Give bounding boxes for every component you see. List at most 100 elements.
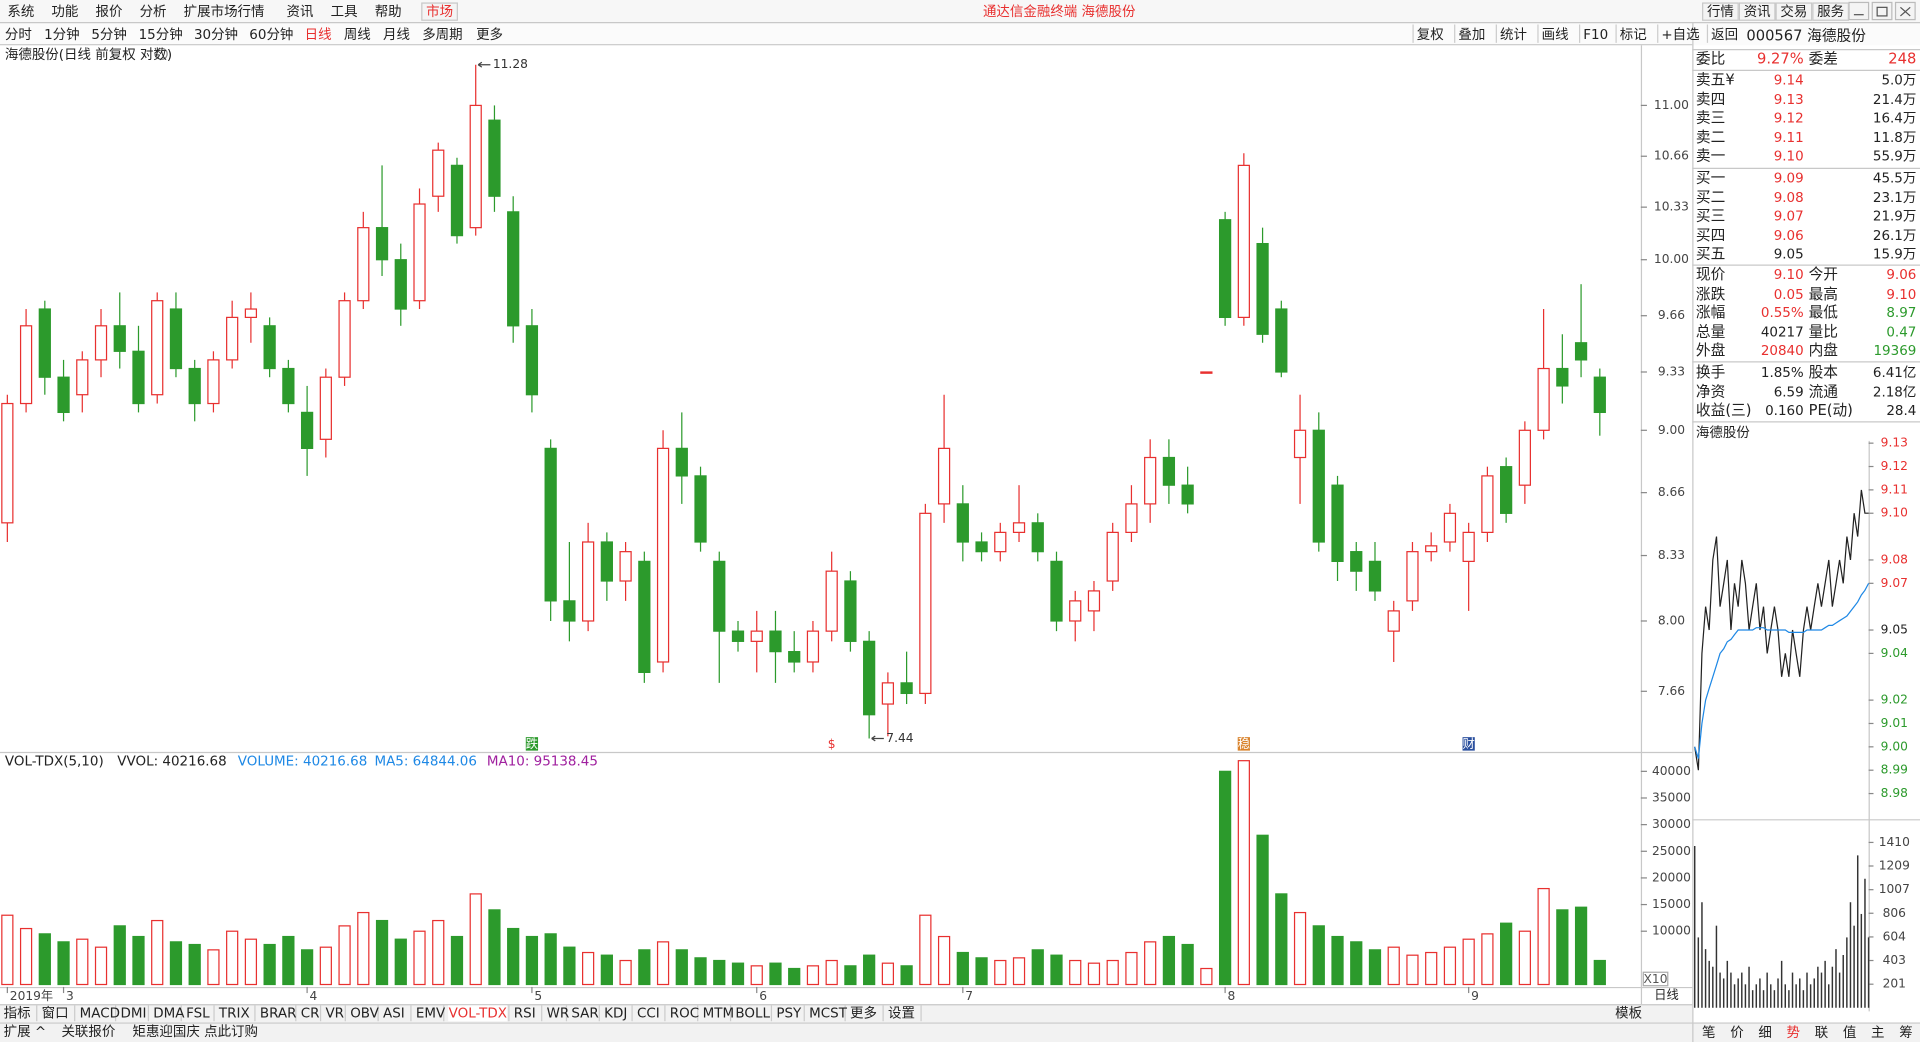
period-tab[interactable]: 周线 — [343, 26, 371, 43]
tool-button[interactable]: 标记 — [1619, 26, 1647, 43]
side-tab[interactable]: 细 — [1758, 1024, 1772, 1041]
volume-bar — [469, 893, 482, 986]
volume-bar — [38, 933, 51, 986]
menu-item[interactable]: 功能 — [51, 3, 79, 20]
indicator-tab[interactable]: 窗口 — [41, 1005, 69, 1022]
indicator-tab[interactable]: ROC — [669, 1005, 700, 1022]
indicator-tab[interactable]: BRAR — [259, 1005, 297, 1022]
menu-item[interactable]: 帮助 — [374, 3, 402, 20]
period-tab[interactable]: 60分钟 — [249, 26, 294, 43]
top-right-button[interactable]: 交易 — [1775, 2, 1813, 21]
side-tab[interactable]: 筹 — [1899, 1024, 1913, 1041]
indicator-tab[interactable]: VR — [325, 1005, 345, 1022]
volume-bar — [919, 914, 932, 986]
indicator-tab[interactable]: MCST — [809, 1005, 847, 1022]
volume-bar — [319, 946, 332, 986]
side-tab[interactable]: 笔 — [1702, 1024, 1716, 1041]
menu-item[interactable]: 资讯 — [286, 3, 314, 20]
top-right-button[interactable]: 行情 — [1702, 2, 1739, 21]
order-price: 9.06 — [1773, 227, 1804, 244]
side-tab[interactable]: 值 — [1842, 1024, 1857, 1041]
indicator-tab[interactable]: TRIX — [218, 1005, 250, 1022]
indicator-tab[interactable]: CR — [300, 1005, 320, 1022]
candle-body — [113, 325, 126, 352]
order-price: 9.12 — [1773, 110, 1804, 127]
window-control[interactable] — [1848, 1, 1870, 21]
menu-item[interactable]: 扩展市场行情 — [183, 3, 265, 20]
candle-body — [750, 630, 763, 642]
candle-body — [300, 411, 314, 449]
volume-bar — [1218, 770, 1232, 986]
side-tab[interactable]: 势 — [1786, 1024, 1801, 1041]
indicator-tab[interactable]: 设置 — [887, 1005, 915, 1022]
y-tick-label: 9.04 — [1881, 646, 1908, 660]
candle-body — [525, 325, 539, 396]
menu-item[interactable]: 系统 — [7, 3, 35, 20]
tool-button[interactable]: 返回 — [1711, 26, 1739, 43]
indicator-tab[interactable]: BOLL — [735, 1005, 771, 1022]
tool-button[interactable]: 画线 — [1541, 26, 1569, 43]
candle-body — [132, 350, 145, 405]
indicator-tab[interactable]: DMA — [153, 1005, 185, 1022]
period-tab[interactable]: 更多 — [476, 26, 504, 43]
y-tick-label: 10.66 — [1654, 149, 1689, 163]
indicator-tab[interactable]: SAR — [571, 1005, 599, 1022]
indicator-tab[interactable]: MACD — [79, 1005, 120, 1022]
indicator-tab[interactable]: CCI — [636, 1005, 660, 1022]
indicator-tab[interactable]: VOL-TDX — [448, 1005, 507, 1022]
indicator-tab[interactable]: 指标 — [3, 1005, 31, 1022]
market-button[interactable]: 市场 — [421, 2, 458, 21]
indicator-tab[interactable]: WR — [546, 1005, 570, 1022]
indicator-tab[interactable]: OBV — [350, 1005, 379, 1022]
indicator-tab[interactable]: FSL — [186, 1005, 210, 1022]
candle-body — [207, 359, 220, 405]
indicator-tab[interactable]: EMV — [415, 1005, 446, 1022]
menu-item[interactable]: 分析 — [139, 3, 167, 20]
side-tab[interactable]: 价 — [1730, 1024, 1744, 1041]
period-tab[interactable]: 分时 — [4, 26, 32, 43]
top-right-button[interactable]: 服务 — [1812, 2, 1849, 21]
candle-body — [151, 300, 164, 396]
window-control[interactable] — [1871, 1, 1893, 21]
indicator-tab[interactable]: MTM — [702, 1005, 735, 1022]
volume-bar — [151, 919, 164, 986]
volume-bar — [1069, 959, 1082, 986]
tool-button[interactable]: +自选 — [1661, 26, 1700, 43]
candle-body — [619, 551, 632, 582]
tool-button[interactable]: 复权 — [1416, 26, 1444, 43]
period-tab[interactable]: 1分钟 — [44, 26, 80, 43]
indicator-tab[interactable]: PSY — [776, 1005, 802, 1022]
order-volume: 23.1万 — [1872, 189, 1917, 206]
template-button[interactable]: 模板 — [1615, 1005, 1643, 1022]
side-tab[interactable]: 联 — [1814, 1024, 1829, 1041]
tool-button[interactable]: 统计 — [1500, 26, 1527, 43]
status-item[interactable]: 关联报价 — [61, 1023, 116, 1040]
candle-body — [1125, 503, 1138, 533]
candle-body — [1181, 484, 1194, 505]
period-tab[interactable]: 5分钟 — [91, 26, 127, 43]
period-tab[interactable]: 多周期 — [422, 26, 463, 43]
menu-item[interactable]: 报价 — [95, 3, 123, 20]
quote-value: 28.4 — [1886, 403, 1917, 420]
title-dropdown-icon[interactable] — [155, 47, 168, 61]
period-tab[interactable]: 日线 — [304, 26, 332, 43]
tool-button[interactable]: F10 — [1583, 26, 1609, 43]
menu-item[interactable]: 工具 — [330, 3, 358, 20]
period-tab[interactable]: 月线 — [383, 26, 410, 43]
side-tab[interactable]: 主 — [1871, 1024, 1885, 1041]
indicator-tab[interactable]: ASI — [383, 1005, 405, 1022]
indicator-tab[interactable]: DMI — [120, 1005, 147, 1022]
indicator-tab[interactable]: KDJ — [604, 1005, 628, 1022]
quote-label: 流通 — [1808, 382, 1838, 400]
tool-button[interactable]: 叠加 — [1458, 26, 1486, 43]
indicator-tab[interactable]: 更多 — [850, 1005, 877, 1022]
status-item[interactable]: 矩惠迎国庆 点此订购 — [132, 1023, 258, 1040]
indicator-tab[interactable]: RSI — [513, 1005, 536, 1022]
volume-bar — [263, 943, 276, 986]
x-tick-label: 5 — [534, 989, 542, 1003]
status-item[interactable]: 扩展 ^ — [3, 1023, 47, 1040]
top-right-button[interactable]: 资讯 — [1738, 2, 1776, 21]
period-tab[interactable]: 30分钟 — [193, 26, 239, 43]
period-tab[interactable]: 15分钟 — [138, 26, 183, 43]
volume-bar — [1144, 941, 1157, 986]
